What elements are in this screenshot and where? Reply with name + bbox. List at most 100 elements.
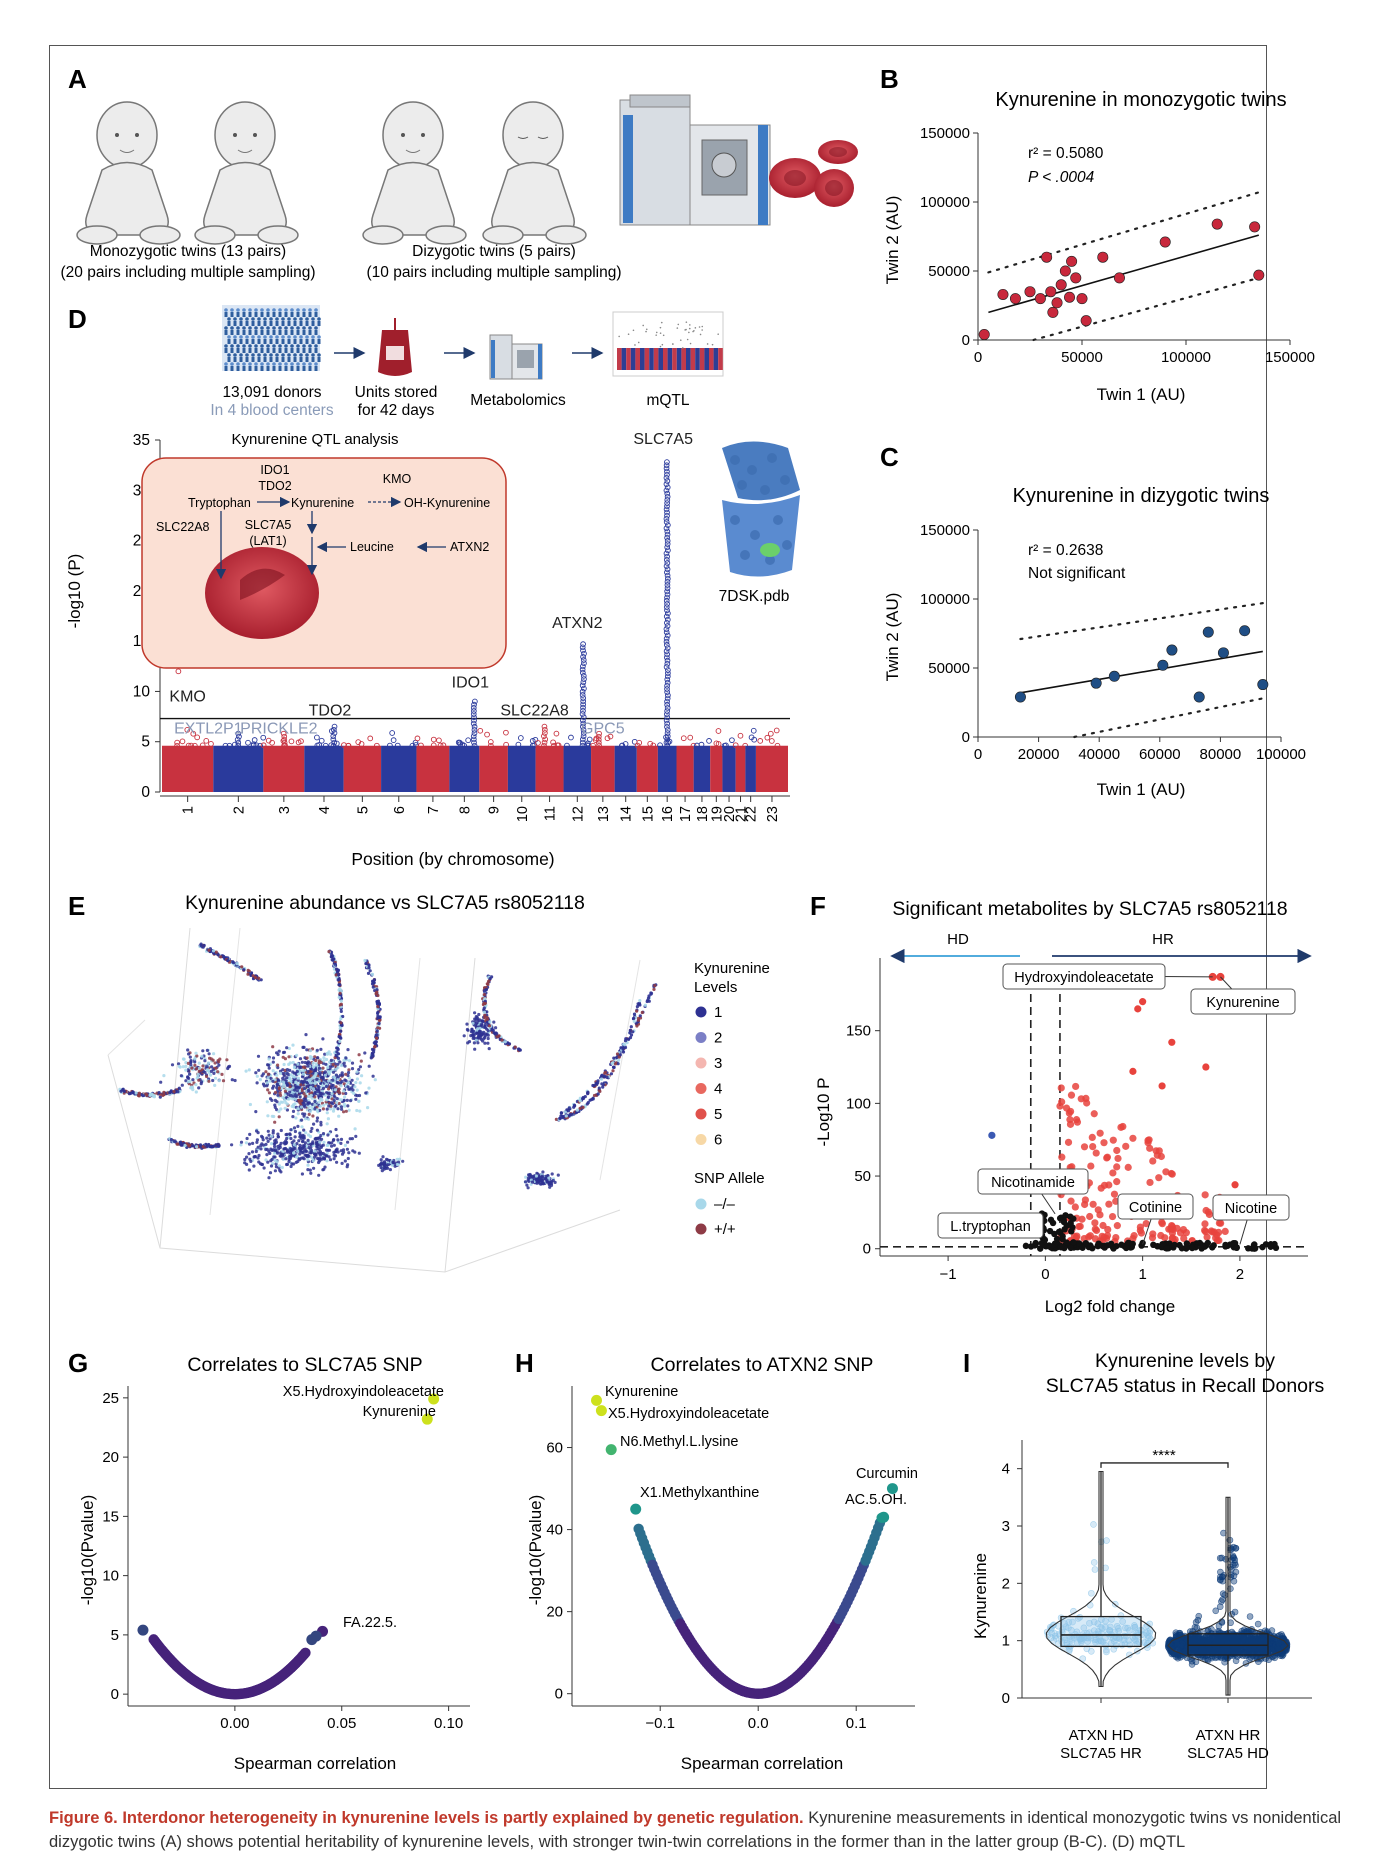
umap-point [319, 1120, 323, 1124]
snp-point [553, 730, 560, 737]
umap-point [525, 1183, 529, 1187]
umap-point [281, 1150, 285, 1154]
umap-point [368, 969, 372, 973]
snp-point [387, 742, 393, 749]
donor-figure [317, 317, 321, 321]
umap-point [266, 1088, 270, 1092]
umap-point [615, 1052, 620, 1056]
umap-point [632, 1012, 637, 1016]
snp-point [757, 738, 764, 744]
umap-point [304, 1094, 308, 1098]
umap-point [296, 1112, 300, 1116]
workflow-donors: 13,091 donors [222, 384, 321, 401]
umap-point [308, 1134, 313, 1139]
umap-point [298, 1131, 302, 1135]
chromosome-band [162, 745, 214, 792]
snp-point [330, 733, 337, 740]
umap-point [289, 1136, 293, 1141]
nonsignificant-point [1129, 1240, 1136, 1248]
donor-figure [233, 335, 237, 339]
umap-point [379, 1158, 383, 1162]
upregulated-point [1168, 1170, 1176, 1178]
umap-point [334, 1104, 338, 1108]
donor-figure [263, 339, 267, 344]
umap-point [573, 1104, 577, 1108]
umap-point [289, 1079, 293, 1083]
legend-title-line1: Kynurenine [694, 960, 770, 977]
donor-figure [311, 353, 315, 357]
donor-figure [308, 348, 312, 353]
snp-point [664, 572, 671, 579]
snp-point [580, 730, 587, 736]
snp-point [634, 742, 641, 749]
annotation-label: Cotinine [1129, 1200, 1182, 1216]
snp-point [664, 651, 670, 658]
umap-point [209, 1057, 213, 1061]
donor-figure [284, 308, 288, 312]
umap-point [300, 1069, 305, 1073]
snp-point [517, 735, 524, 741]
snp-point [664, 560, 671, 566]
umap-point [294, 1085, 299, 1089]
donor-figure [272, 330, 276, 335]
umap-point [189, 1059, 193, 1063]
snp-point [253, 742, 260, 749]
snp-point [430, 742, 437, 749]
umap-point [486, 1041, 490, 1045]
umap-point [298, 1057, 303, 1061]
donor-figure [227, 357, 231, 362]
umap-point [196, 1075, 200, 1079]
mini-point [679, 339, 682, 341]
umap-point [217, 1060, 221, 1064]
umap-point [269, 1147, 273, 1151]
snp-point [715, 728, 722, 734]
donor-figure [227, 353, 231, 357]
donor-figure [224, 348, 228, 353]
umap-point [196, 1072, 200, 1076]
snp-point [541, 739, 548, 746]
umap-point [487, 1047, 491, 1051]
y-tick-label: 50000 [928, 660, 970, 677]
umap-point [377, 1018, 382, 1023]
regression-line [988, 234, 1260, 314]
snp-point [664, 698, 670, 705]
umap-point [357, 1099, 361, 1103]
umap-point [177, 1064, 181, 1068]
annotation-label: L.tryptophan [950, 1219, 1031, 1235]
snp-point [579, 688, 586, 695]
donor-figure [314, 348, 318, 353]
umap-point [284, 1141, 288, 1146]
umap-point [347, 1151, 351, 1155]
manhattan-xlabel: Position (by chromosome) [351, 849, 554, 869]
umap-point [266, 1076, 270, 1080]
mini-point [701, 325, 704, 328]
umap-point [298, 1085, 302, 1089]
umap-point [342, 1102, 346, 1106]
umap-point [284, 1157, 288, 1161]
umap-point [375, 1033, 379, 1037]
umap-point [335, 1097, 339, 1101]
umap-point [158, 1095, 162, 1099]
x-tick-label: −0.1 [645, 1715, 675, 1732]
snp-point [191, 742, 198, 749]
umap-point [600, 1074, 604, 1078]
umap-point [335, 1100, 339, 1105]
y-tick-label: 35 [133, 432, 150, 449]
donor-figure [293, 353, 297, 357]
umap-point [370, 972, 375, 977]
umap-point [268, 1171, 273, 1175]
umap-point [201, 1049, 205, 1053]
umap-point [370, 1047, 375, 1051]
y-tick-label: 100000 [920, 194, 970, 211]
donor-figure [293, 335, 297, 339]
upregulated-point [1105, 1200, 1113, 1208]
umap-point [477, 1031, 482, 1035]
umap-point [375, 1029, 379, 1033]
donor-figure [278, 312, 282, 317]
umap-point [327, 950, 331, 954]
umap-point [288, 1085, 292, 1089]
umap-point [578, 1106, 582, 1110]
snp-point [535, 740, 541, 746]
umap-point [340, 1107, 344, 1111]
umap-point [191, 1088, 195, 1092]
